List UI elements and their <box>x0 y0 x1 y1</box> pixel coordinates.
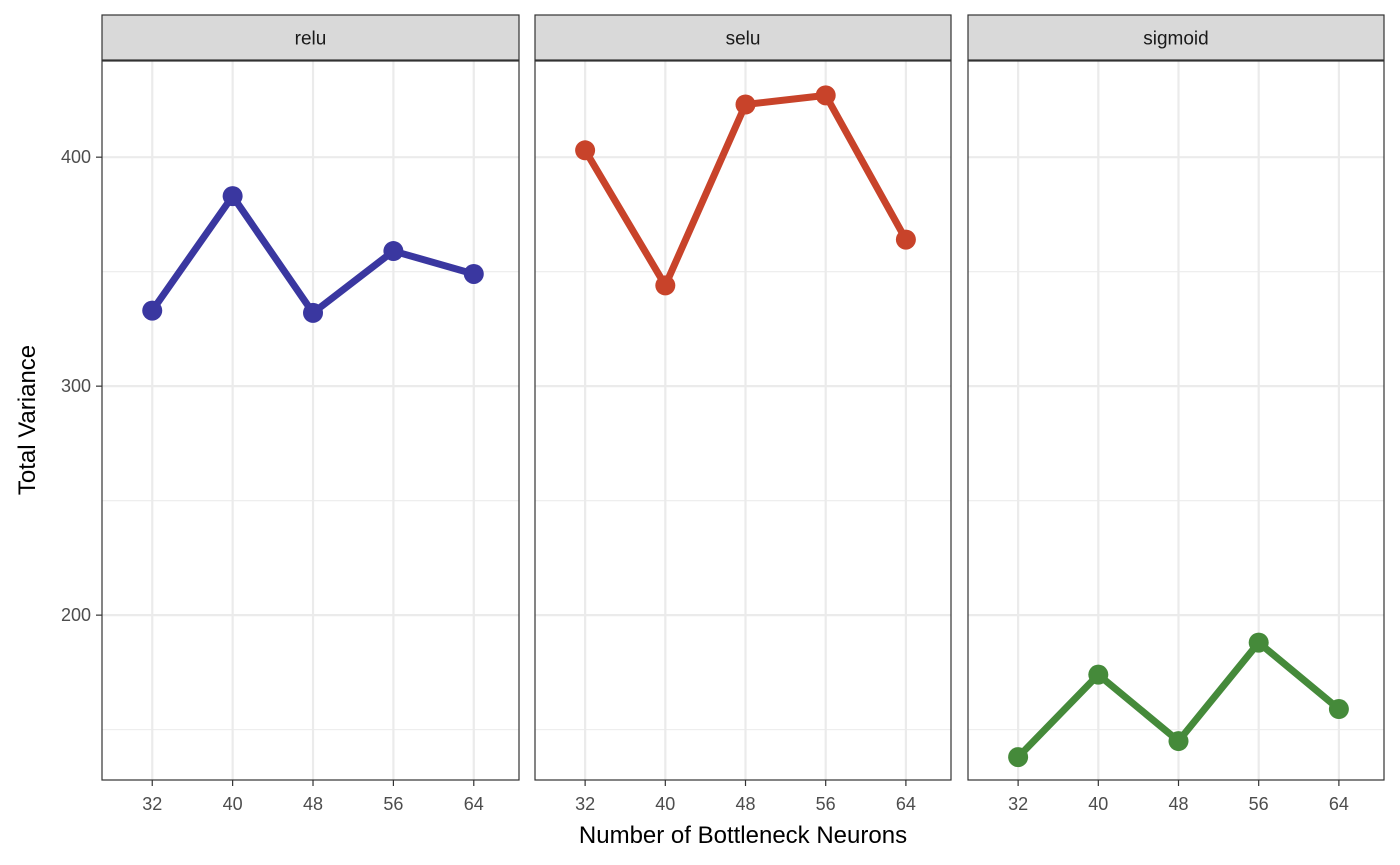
panel-border <box>101 60 520 781</box>
x-tick-label: 32 <box>1008 794 1028 814</box>
data-point-relu <box>463 263 484 284</box>
facet-panel-relu: relu 32 40 48 56 64 <box>101 14 520 814</box>
data-point-selu <box>895 229 916 250</box>
panel-background <box>968 61 1384 780</box>
facet-strip-label: sigmoid <box>1143 29 1208 50</box>
facet-strip <box>534 14 952 61</box>
y-tick-label: 200 <box>61 605 91 625</box>
panel-background <box>102 61 519 780</box>
x-tick-label: 40 <box>655 794 675 814</box>
y-axis: 200 300 400 <box>61 147 102 625</box>
y-tick-label: 300 <box>61 376 91 396</box>
x-tick-label: 32 <box>142 794 162 814</box>
x-tick-label: 56 <box>816 794 836 814</box>
data-point-relu <box>383 241 404 262</box>
x-tick-label: 48 <box>303 794 323 814</box>
facet-strip <box>967 14 1385 61</box>
data-point-selu <box>655 275 676 296</box>
data-point-relu <box>142 300 163 321</box>
y-axis-title: Total Variance <box>14 345 41 495</box>
x-tick-label: 48 <box>1168 794 1188 814</box>
panel-border <box>534 60 952 781</box>
x-tick-label: 40 <box>1088 794 1108 814</box>
x-tick-label: 64 <box>464 794 484 814</box>
facet-panel-sigmoid: sigmoid 32 40 48 56 64 <box>967 14 1385 814</box>
facet-panels: relu 32 40 48 56 64 selu 32 40 48 56 64 sigmoid 32 40 4… <box>101 14 1385 814</box>
x-tick-label: 40 <box>223 794 243 814</box>
data-point-relu <box>303 302 324 323</box>
facet-panel-selu: selu 32 40 48 56 64 <box>534 14 952 814</box>
data-point-selu <box>735 94 756 115</box>
x-axis-title: Number of Bottleneck Neurons <box>579 822 907 849</box>
data-point-sigmoid <box>1168 731 1189 752</box>
facet-strip-label: relu <box>295 29 327 50</box>
facet-strip-label: selu <box>726 29 761 50</box>
y-tick-label: 400 <box>61 147 91 167</box>
data-point-relu <box>222 186 243 207</box>
x-tick-label: 32 <box>575 794 595 814</box>
x-tick-label: 56 <box>1249 794 1269 814</box>
facet-strip <box>101 14 520 61</box>
data-point-sigmoid <box>1008 747 1029 768</box>
x-tick-label: 64 <box>1329 794 1349 814</box>
x-tick-label: 48 <box>735 794 755 814</box>
x-tick-label: 56 <box>383 794 403 814</box>
data-point-sigmoid <box>1248 632 1269 653</box>
data-point-selu <box>575 140 596 161</box>
data-point-sigmoid <box>1328 699 1349 720</box>
data-point-selu <box>815 85 836 106</box>
data-point-sigmoid <box>1088 664 1109 685</box>
panel-border <box>967 60 1385 781</box>
x-tick-label: 64 <box>896 794 916 814</box>
